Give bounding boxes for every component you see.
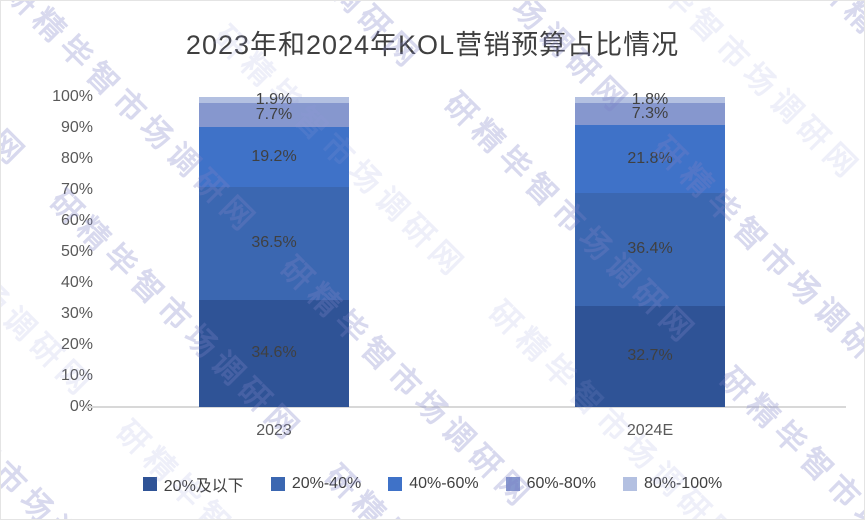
stacked-bar-2023: 34.6% 36.5% 19.2% 7.7% 1.9% [199, 92, 349, 407]
data-label: 32.7% [627, 347, 673, 365]
legend-label: 80%-100% [643, 475, 723, 492]
y-axis: 100% 90% 80% 70% 60% 50% 40% 30% 20% 10% 0% [27, 88, 93, 415]
stacked-bar-2024E: 32.7% 36.4% 21.8% 7.3% 1.8% [575, 91, 725, 407]
y-tick-label: 30% [60, 305, 93, 322]
data-label: 1.8% [631, 90, 669, 108]
legend-label: 40%-60% [409, 475, 479, 492]
data-label: 1.9% [255, 91, 293, 109]
y-tick-label: 70% [60, 181, 93, 198]
y-tick-label: 60% [60, 212, 93, 229]
legend-item: 40%-60% [388, 475, 479, 493]
data-label: 7.7% [255, 106, 293, 124]
legend-swatch-icon [505, 477, 520, 491]
bar-segment: 36.4% [575, 192, 725, 306]
bar-segment: 21.8% [575, 125, 725, 193]
y-tick-label: 80% [60, 150, 93, 167]
legend-swatch-icon [622, 477, 637, 491]
data-label: 7.3% [631, 104, 669, 122]
legend-swatch-icon [388, 477, 403, 491]
data-label: 36.4% [627, 240, 673, 258]
bar-segment: 36.5% [199, 186, 349, 300]
data-label: 19.2% [251, 147, 297, 165]
y-tick-label: 100% [52, 88, 93, 105]
y-tick-label: 40% [60, 274, 93, 291]
data-label: 34.6% [251, 344, 297, 362]
legend-label: 20%及以下 [163, 478, 244, 495]
legend-item: 20%及以下 [142, 472, 244, 496]
x-tick-label: 2023 [256, 422, 292, 439]
legend-item: 80%-100% [622, 475, 723, 493]
y-tick-label: 90% [60, 119, 93, 136]
bar-segment: 1.9% [199, 92, 349, 108]
data-label: 21.8% [627, 150, 673, 168]
legend-swatch-icon [270, 477, 285, 491]
legend-label: 60%-80% [526, 475, 596, 492]
legend: 20%及以下 20%-40% 40%-60% 60%-80% 80%-100% [1, 472, 864, 496]
bar-segment: 32.7% [575, 305, 725, 407]
y-tick-label: 10% [60, 367, 93, 384]
x-tick-label: 2024E [626, 422, 674, 439]
x-axis-line [86, 406, 846, 408]
data-label: 36.5% [251, 234, 297, 252]
y-tick-label: 50% [60, 243, 93, 260]
plot-area: 34.6% 36.5% 19.2% 7.7% 1.9% 32.7% 36.4% 21.8% 7.… [89, 91, 846, 407]
y-tick-label: 20% [60, 336, 93, 353]
y-tick-label: 0% [69, 398, 93, 415]
bar-segment: 19.2% [199, 127, 349, 187]
x-axis-labels: 2023 2024E [89, 422, 846, 446]
bar-segment: 7.3% [575, 102, 725, 126]
legend-label: 20%-40% [291, 475, 362, 492]
chart-title: 2023年和2024年KOL营销预算占比情况 [185, 30, 680, 60]
legend-item: 20%-40% [270, 475, 362, 493]
bar-segment: 34.6% [199, 299, 349, 407]
legend-swatch-icon [142, 477, 157, 491]
bar-segment: 7.7% [199, 103, 349, 128]
bar-segment: 1.8% [575, 91, 725, 107]
legend-item: 60%-80% [505, 475, 596, 493]
